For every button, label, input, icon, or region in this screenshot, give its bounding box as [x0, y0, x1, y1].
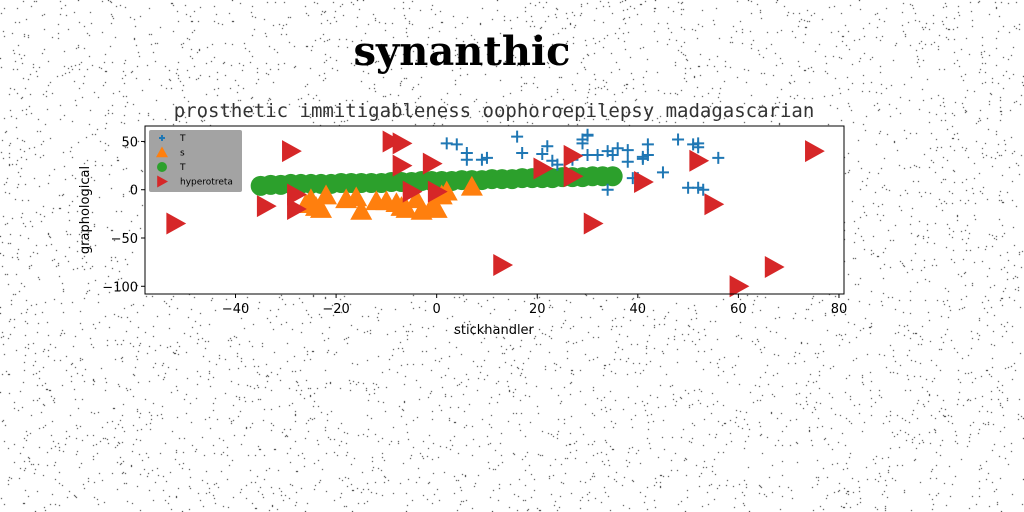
data-point [563, 165, 584, 188]
data-point [287, 198, 307, 221]
data-point [601, 145, 614, 158]
x-tick-label: −20 [322, 302, 349, 317]
data-point [634, 171, 654, 193]
legend-label: s [180, 149, 185, 159]
data-point [425, 198, 448, 218]
x-axis-label: stickhandler [454, 323, 534, 338]
y-tick-label: −50 [111, 232, 138, 247]
y-axis: 50 0 −50 −100 [102, 135, 145, 295]
data-marks [166, 128, 825, 298]
figure-suptitle: synanthic [353, 28, 571, 75]
data-point [382, 130, 403, 153]
x-tick-label: 40 [630, 302, 647, 317]
data-point [764, 255, 785, 278]
y-axis-label: graphological [78, 166, 93, 254]
data-point [493, 254, 514, 277]
data-point [460, 175, 483, 196]
data-point [392, 154, 413, 177]
data-point [682, 181, 695, 194]
x-tick-label: 60 [730, 302, 747, 317]
x-tick-label: 80 [831, 302, 848, 317]
data-point [460, 153, 473, 166]
data-point [516, 147, 529, 160]
x-tick-label: 0 [433, 302, 441, 317]
legend-marker [157, 162, 167, 172]
data-point [621, 144, 634, 157]
data-point [583, 212, 604, 235]
plot-frame [144, 125, 845, 295]
data-point [315, 184, 338, 205]
data-point [551, 158, 564, 171]
data-point [641, 148, 654, 161]
data-point [591, 148, 604, 161]
data-point [450, 138, 463, 151]
x-tick-label: 20 [529, 302, 546, 317]
y-tick-label: −100 [102, 280, 138, 295]
data-point [641, 138, 654, 151]
data-point [621, 155, 634, 168]
data-point [282, 140, 302, 163]
data-point [805, 140, 825, 163]
data-point [656, 166, 669, 179]
data-point [729, 275, 750, 298]
data-point [435, 180, 458, 201]
data-point [672, 133, 685, 146]
data-point [704, 193, 725, 216]
data-point [712, 151, 725, 164]
data-point [427, 180, 448, 203]
legend-marker [159, 135, 165, 141]
y-tick-label: 0 [130, 184, 138, 199]
chart-title: prosthetic immitigableness oophoroepilep… [174, 100, 815, 122]
data-point [533, 157, 554, 180]
data-point [581, 129, 594, 142]
data-point [422, 152, 443, 175]
data-point [692, 181, 705, 194]
data-point [511, 130, 524, 143]
legend-label: T [179, 134, 186, 144]
data-point [402, 180, 423, 203]
x-tick-label: −40 [222, 302, 249, 317]
data-point [563, 144, 584, 167]
data-point [287, 183, 307, 206]
data-point [689, 149, 710, 172]
data-point [541, 140, 554, 153]
legend-label: hyperotreta [180, 178, 233, 188]
y-tick-label: 50 [121, 135, 138, 150]
data-point [480, 151, 493, 164]
data-point [536, 148, 549, 160]
data-point [611, 142, 624, 155]
legend-marker [156, 146, 168, 158]
data-point [581, 148, 594, 161]
legend-label: T [179, 163, 186, 173]
data-point [350, 199, 373, 220]
data-point [440, 137, 453, 150]
x-axis: −40 −20 0 20 40 60 80 [222, 294, 847, 317]
legend-box [149, 130, 242, 192]
data-point [475, 153, 488, 166]
data-point [692, 137, 705, 150]
data-point [392, 132, 413, 155]
data-point [697, 183, 710, 196]
data-point [601, 183, 614, 196]
data-point [166, 212, 187, 235]
legend-marker [157, 175, 168, 188]
data-point [256, 195, 277, 218]
data-point [602, 166, 623, 187]
data-point [310, 198, 333, 218]
